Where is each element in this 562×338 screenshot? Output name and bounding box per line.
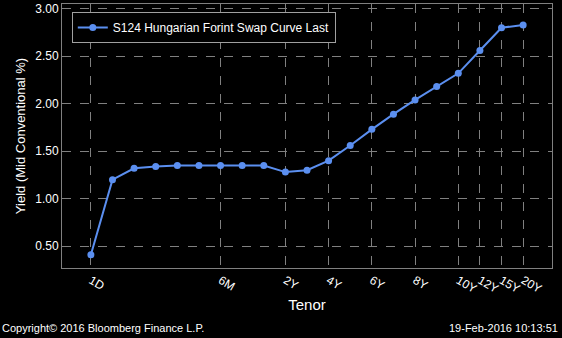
svg-text:2.00: 2.00 (35, 97, 59, 111)
svg-text:4Y: 4Y (324, 273, 344, 292)
svg-text:1.00: 1.00 (35, 192, 59, 206)
svg-text:0.50: 0.50 (35, 239, 59, 253)
svg-text:6Y: 6Y (367, 273, 387, 292)
svg-text:6M: 6M (216, 273, 237, 293)
svg-text:S124 Hungarian Forint Swap Cur: S124 Hungarian Forint Swap Curve Last (113, 21, 329, 35)
svg-text:3.00: 3.00 (35, 2, 59, 16)
svg-text:10Y: 10Y (454, 273, 479, 296)
svg-text:19-Feb-2016 10:13:51: 19-Feb-2016 10:13:51 (449, 322, 558, 334)
svg-text:Tenor: Tenor (288, 296, 326, 313)
svg-text:1.50: 1.50 (35, 144, 59, 158)
svg-text:Yield (Mid Conventional %): Yield (Mid Conventional %) (13, 58, 28, 214)
svg-text:1D: 1D (86, 273, 107, 293)
svg-text:12Y: 12Y (475, 273, 500, 296)
svg-text:2Y: 2Y (281, 273, 301, 292)
svg-text:15Y: 15Y (497, 273, 522, 296)
svg-text:Copyright© 2016 Bloomberg Fina: Copyright© 2016 Bloomberg Finance L.P. (2, 322, 204, 334)
svg-text:20Y: 20Y (519, 273, 544, 296)
svg-text:8Y: 8Y (411, 273, 431, 292)
svg-text:2.50: 2.50 (35, 49, 59, 63)
